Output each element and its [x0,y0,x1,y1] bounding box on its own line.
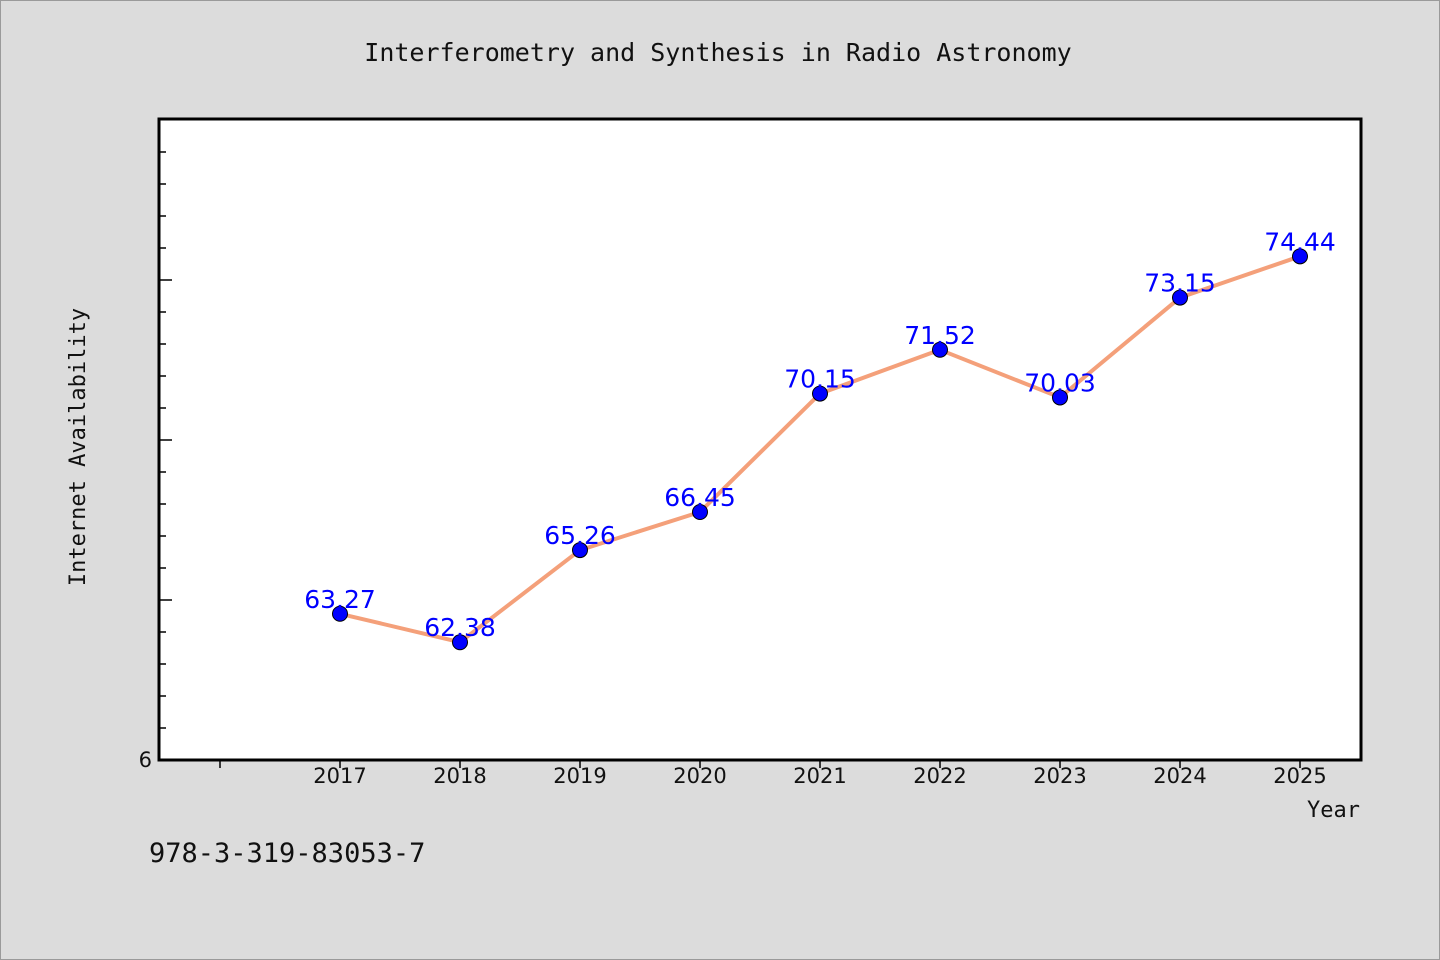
x-tick-label: 2021 [793,764,846,788]
x-tick-label: 2018 [433,764,486,788]
data-point [932,341,948,358]
data-labels: 63.27 62.38 65.26 66.45 70.15 71.52 70.03 73.15… [304,227,1336,642]
data-label: 66.45 [664,483,736,512]
x-tick-label: 2022 [913,764,966,788]
data-point [572,542,588,559]
chart-title: Interferometry and Synthesis in Radio As… [364,38,1071,67]
data-label: 73.15 [1144,269,1216,298]
data-point [812,385,828,402]
data-label: 70.03 [1024,368,1096,397]
data-label: 70.15 [784,365,856,394]
x-tick-label: 2025 [1273,764,1326,788]
data-label: 62.38 [424,613,496,642]
x-tick-label: 2019 [553,764,606,788]
data-point [1172,289,1188,306]
plot-area [157,117,1363,762]
data-point [692,504,708,520]
data-point [332,605,348,622]
x-tick-labels: 2017 2018 2019 2020 2021 2022 2023 2024 2025 [313,764,1326,788]
data-point [452,634,468,651]
y-axis-ticks [160,151,172,761]
data-points [332,248,1308,651]
x-tick-label: 2017 [313,764,366,788]
data-label: 63.27 [304,585,376,614]
data-point [1292,248,1308,265]
data-label: 74.44 [1264,227,1336,256]
isbn-annotation: 978-3-319-83053-7 [149,838,425,869]
x-tick-label: 2024 [1153,764,1206,788]
y-axis-label: Internet Availability [66,308,91,586]
y-tick-label: 6 [139,748,152,772]
x-tick-label: 2023 [1033,764,1086,788]
data-label: 65.26 [544,521,616,550]
data-point [1052,389,1068,406]
x-axis-label: Year [1307,798,1360,823]
x-axis-ticks [219,761,1301,768]
data-label: 71.52 [904,321,976,350]
x-tick-label: 2020 [673,764,726,788]
